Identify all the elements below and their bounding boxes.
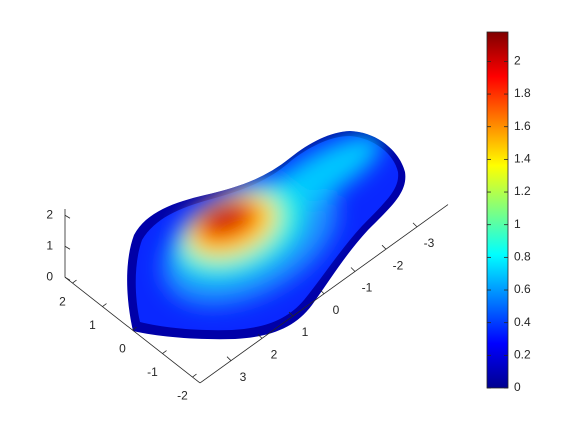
x-tick [72,279,77,284]
z-tick [64,245,71,250]
colorbar-label: 1.6 [514,119,531,133]
colorbar-label: 1.2 [514,184,531,198]
surface-shading [162,135,382,306]
x-tick-label: 2 [59,294,66,308]
y-tick-label: -3 [424,236,435,250]
y-tick-label: 2 [271,348,278,362]
y-tick-label: -2 [393,258,404,272]
y-tick-label: 0 [333,303,340,317]
colorbar [486,31,509,389]
x-tick [162,350,167,354]
colorbar-label: 0.6 [514,282,531,296]
y-tick-label: 3 [240,370,247,384]
colorbar-label: 1.4 [514,152,531,166]
x-tick-label: 1 [89,318,96,332]
y-tick [319,289,325,295]
colorbar-label: 0 [514,380,521,394]
x-tick [102,303,107,307]
colorbar-label: 0.4 [514,315,531,329]
surface [127,131,406,340]
z-tick-label: 0 [46,269,53,283]
y-tick [350,267,356,272]
y-tick-label: 1 [302,325,309,339]
x-tick-label: -2 [177,388,188,402]
y-tick [257,334,263,339]
surface-colors [135,135,399,331]
y-tick [226,356,232,361]
x-tick-label: -1 [147,365,158,379]
y-tick [288,311,294,317]
colorbar-label: 1.8 [514,86,531,100]
z-tick-label: 2 [46,207,53,221]
colorbar-label: 0.8 [514,250,531,264]
colorbar-label: 0.2 [514,348,531,362]
z-tick [64,276,71,281]
y-tick [381,244,387,250]
y-tick [412,222,418,228]
colorbar-label: 1 [514,217,521,231]
x-tick [192,373,197,378]
z-tick [64,214,71,219]
x-tick [132,326,137,331]
y-tick-label: -1 [362,281,373,295]
z-tick-label: 1 [46,238,53,252]
x-tick-label: 0 [119,341,126,355]
colorbar-label: 2 [514,54,521,68]
